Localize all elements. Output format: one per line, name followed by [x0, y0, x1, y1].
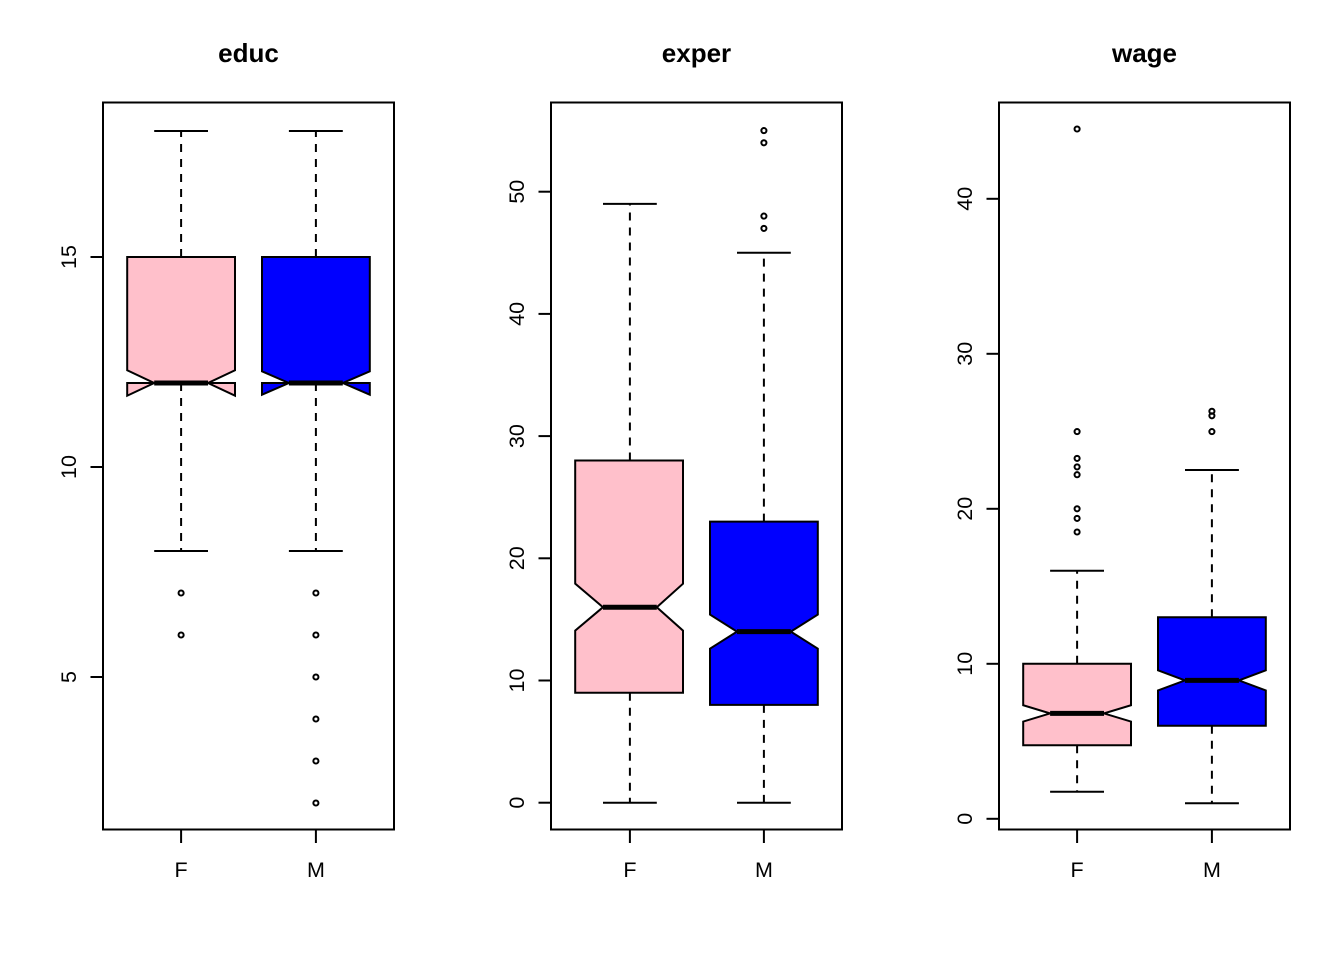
svg-text:40: 40 [953, 187, 977, 211]
svg-text:30: 30 [505, 424, 529, 448]
svg-text:20: 20 [505, 546, 529, 570]
svg-text:10: 10 [505, 669, 529, 693]
svg-text:F: F [175, 858, 188, 882]
svg-text:5: 5 [57, 671, 81, 683]
svg-text:F: F [623, 858, 636, 882]
svg-text:wage: wage [1111, 38, 1177, 68]
svg-text:M: M [307, 858, 325, 882]
svg-text:M: M [755, 858, 773, 882]
svg-text:0: 0 [953, 813, 977, 825]
svg-text:10: 10 [953, 652, 977, 676]
svg-text:F: F [1071, 858, 1084, 882]
svg-text:40: 40 [505, 302, 529, 326]
svg-text:10: 10 [57, 455, 81, 479]
svg-text:exper: exper [662, 38, 731, 68]
svg-text:educ: educ [218, 38, 279, 68]
svg-text:0: 0 [505, 797, 529, 809]
svg-text:15: 15 [57, 245, 81, 269]
svg-text:M: M [1203, 858, 1221, 882]
svg-text:20: 20 [953, 497, 977, 521]
svg-text:30: 30 [953, 342, 977, 366]
svg-text:50: 50 [505, 180, 529, 204]
